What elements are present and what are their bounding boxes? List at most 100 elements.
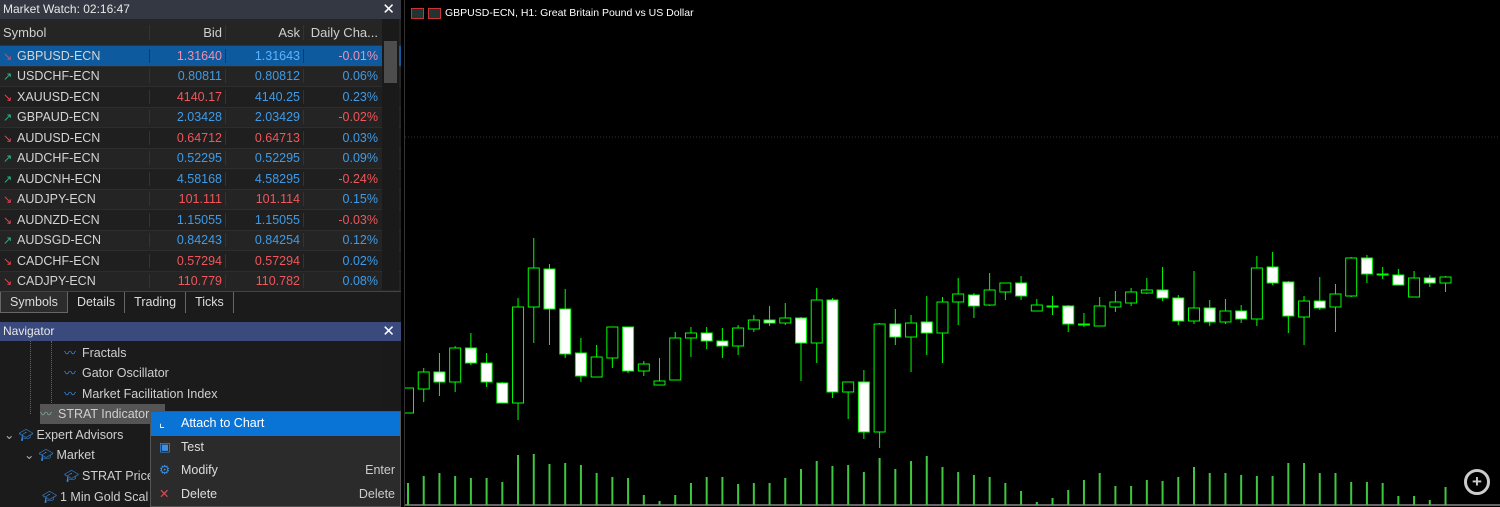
chart-line-icon: ⌞: [159, 416, 165, 430]
chevron-down-icon[interactable]: ⌄: [24, 448, 35, 462]
tab-details[interactable]: Details: [68, 292, 126, 313]
nav-item-1-min-gold-scal[interactable]: 🎓︎ 1 Min Gold Scal: [42, 487, 148, 507]
table-row[interactable]: ↗ AUDSGD-ECN 0.84243 0.84254 0.12%: [0, 230, 401, 251]
tab-trading[interactable]: Trading: [125, 292, 187, 313]
column-symbol[interactable]: Symbol: [0, 24, 150, 40]
navigator-panel: Navigator ✕ 〰 Fractals 〰 Gator Oscillator …: [0, 322, 401, 507]
bullish-candle: [1439, 276, 1452, 284]
bullish-candle: [936, 301, 949, 334]
bullish-candle: [606, 326, 619, 359]
ask-cell: 4.58295: [226, 171, 304, 186]
close-icon[interactable]: ✕: [382, 323, 395, 340]
bullish-candle: [779, 317, 792, 324]
bearish-candle: [920, 321, 933, 334]
zoom-in-icon[interactable]: +: [1464, 469, 1490, 495]
expert-cap-icon: 🎓︎: [64, 469, 80, 483]
bullish-candle: [405, 387, 414, 414]
ask-cell: 0.80812: [226, 69, 304, 84]
chart-menu-icon[interactable]: [411, 7, 424, 19]
arrow-down-icon: ↘: [3, 255, 13, 268]
menu-item-test[interactable]: ▣ Test: [151, 436, 400, 460]
tab-symbols[interactable]: Symbols: [0, 292, 68, 313]
arrow-down-icon: ↘: [3, 91, 13, 104]
column-bid[interactable]: Bid: [150, 24, 226, 40]
chart-window[interactable]: GBPUSD-ECN, H1: Great Britain Pound vs U…: [404, 0, 1500, 507]
arrow-up-icon: ↗: [3, 71, 13, 84]
bullish-candle: [1250, 267, 1263, 320]
ask-cell: 0.57294: [226, 253, 304, 268]
bearish-candle: [622, 326, 635, 372]
bearish-candle: [1015, 282, 1028, 297]
indicator-icon: 〰: [64, 346, 77, 360]
bid-cell: 4140.17: [150, 89, 226, 104]
chart-type-icon[interactable]: [428, 7, 441, 19]
bullish-candle: [1329, 293, 1342, 308]
bearish-candle: [480, 362, 493, 383]
arrow-down-icon: ↘: [3, 214, 13, 227]
daily-change-cell: 0.08%: [342, 274, 378, 289]
column-daily-change[interactable]: Daily Cha...: [310, 24, 378, 40]
nav-item-market-facilitation-index[interactable]: 〰 Market Facilitation Index: [64, 384, 217, 404]
nav-item-gator-oscillator[interactable]: 〰 Gator Oscillator: [64, 363, 169, 383]
ask-cell: 110.782: [226, 274, 304, 289]
bullish-candle: [810, 299, 823, 344]
navigator-scrollbar[interactable]: [382, 341, 399, 411]
column-ask[interactable]: Ask: [226, 24, 304, 40]
table-row[interactable]: ↗ AUDCNH-ECN 4.58168 4.58295 -0.24%: [0, 169, 401, 190]
table-row[interactable]: ↘ AUDNZD-ECN 1.15055 1.15055 -0.03%: [0, 210, 401, 231]
nav-item-strat-price[interactable]: 🎓︎ STRAT Price: [64, 466, 154, 486]
bid-cell: 110.779: [150, 274, 226, 289]
table-row[interactable]: ↘ AUDUSD-ECN 0.64712 0.64713 0.03%: [0, 128, 401, 149]
bid-cell: 101.111: [150, 192, 226, 207]
bearish-candle: [464, 347, 477, 364]
indicator-icon: 〰: [40, 407, 53, 421]
bearish-candle: [716, 340, 729, 347]
menu-item-delete[interactable]: ✕ Delete Delete: [151, 483, 400, 507]
bearish-candle: [1203, 307, 1216, 323]
market-watch-scrollbar[interactable]: [382, 19, 399, 290]
table-row[interactable]: ↘ CADJPY-ECN 110.779 110.782 0.08%: [0, 271, 401, 292]
table-row[interactable]: ↘ AUDJPY-ECN 101.111 101.114 0.15%: [0, 189, 401, 210]
bullish-candle: [669, 337, 682, 381]
candlestick-chart[interactable]: [405, 0, 1500, 507]
bid-cell: 4.58168: [150, 171, 226, 186]
bullish-candle: [527, 267, 540, 308]
table-row[interactable]: ↗ USDCHF-ECN 0.80811 0.80812 0.06%: [0, 66, 401, 87]
ask-cell: 0.52295: [226, 151, 304, 166]
bearish-candle: [1360, 257, 1373, 275]
nav-item-fractals[interactable]: 〰 Fractals: [64, 343, 126, 363]
table-row[interactable]: ↘ XAUUSD-ECN 4140.17 4140.25 0.23%: [0, 87, 401, 108]
tab-ticks[interactable]: Ticks: [186, 292, 234, 313]
bid-cell: 2.03428: [150, 110, 226, 125]
nav-item-market[interactable]: ⌄ 🎓︎ Market: [24, 445, 95, 465]
chevron-down-icon[interactable]: ⌄: [4, 428, 15, 442]
bearish-candle: [574, 352, 587, 377]
bullish-candle: [1109, 301, 1122, 308]
shortcut: Delete: [358, 486, 395, 501]
bullish-candle: [952, 293, 965, 303]
menu-item-attach-to-chart[interactable]: ⌞ Attach to Chart: [151, 412, 400, 436]
table-row[interactable]: ↗ GBPAUD-ECN 2.03428 2.03429 -0.02%: [0, 107, 401, 128]
table-row[interactable]: ↘ CADCHF-ECN 0.57294 0.57294 0.02%: [0, 251, 401, 272]
ask-cell: 1.31643: [226, 48, 304, 63]
table-row[interactable]: ↗ AUDCHF-ECN 0.52295 0.52295 0.09%: [0, 148, 401, 169]
bullish-candle: [1077, 323, 1090, 326]
menu-item-modify[interactable]: ⚙ Modify Enter: [151, 459, 400, 483]
bearish-candle: [763, 319, 776, 324]
close-icon[interactable]: ✕: [382, 1, 395, 18]
bid-cell: 0.52295: [150, 151, 226, 166]
expert-cap-icon: 🎓︎: [18, 428, 34, 442]
nav-item-expert-advisors[interactable]: ⌄ 🎓︎ Expert Advisors: [4, 425, 123, 445]
table-row[interactable]: ↘ GBPUSD-ECN 1.31640 1.31643 -0.01%: [0, 46, 401, 67]
bid-cell: 0.80811: [150, 69, 226, 84]
bullish-candle: [1376, 273, 1389, 276]
market-watch-table: ↘ GBPUSD-ECN 1.31640 1.31643 -0.01% ↗ USDCH…: [0, 46, 401, 292]
bullish-candle: [747, 319, 760, 330]
left-panel: Market Watch: 02:16:47 ✕ Symbol Bid Ask …: [0, 0, 401, 507]
bullish-candle: [1030, 304, 1043, 312]
nav-item-strat-indicator[interactable]: 〰 STRAT Indicator: [40, 404, 165, 424]
scrollbar-thumb[interactable]: [384, 41, 397, 83]
ask-cell: 101.114: [226, 192, 304, 207]
market-watch-header: Symbol Bid Ask Daily Cha...: [0, 19, 401, 46]
bid-cell: 1.31640: [150, 48, 226, 63]
